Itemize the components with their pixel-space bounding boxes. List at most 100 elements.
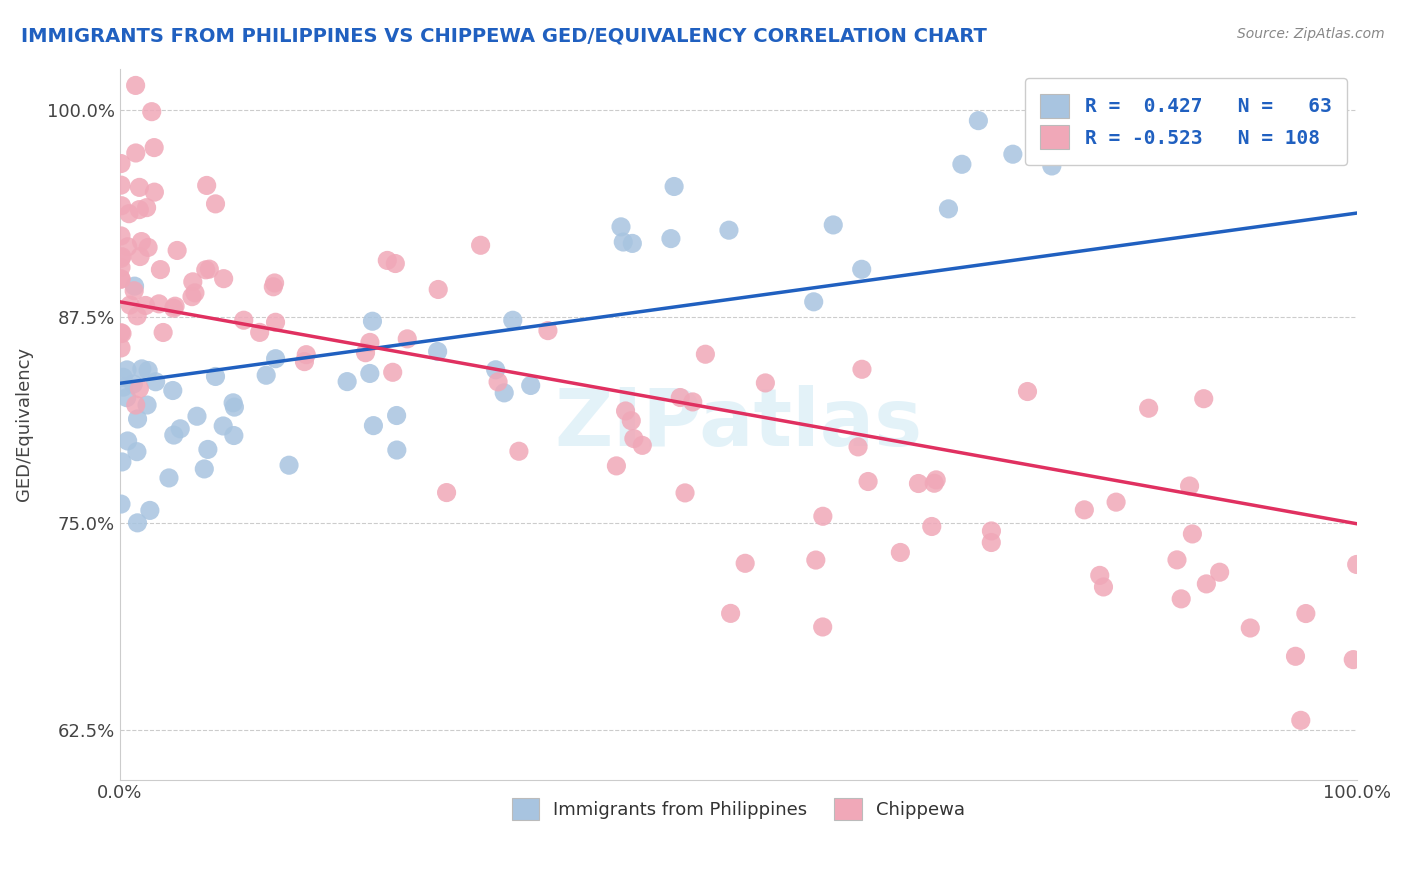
Point xyxy=(110,199,132,213)
Point xyxy=(135,298,157,312)
Point xyxy=(1234,103,1257,117)
Point xyxy=(110,178,132,193)
Point xyxy=(145,375,167,389)
Point xyxy=(135,201,157,215)
Point xyxy=(122,377,145,392)
Point xyxy=(128,180,150,194)
Point xyxy=(486,375,509,389)
Point xyxy=(612,235,634,249)
Point xyxy=(125,145,148,160)
Point xyxy=(163,428,186,442)
Point xyxy=(193,462,215,476)
Point xyxy=(396,332,419,346)
Point xyxy=(1166,553,1188,567)
Point xyxy=(110,228,132,243)
Point xyxy=(1040,159,1063,173)
Point xyxy=(148,297,170,311)
Point xyxy=(125,444,148,458)
Point xyxy=(141,104,163,119)
Point xyxy=(889,545,911,559)
Point xyxy=(519,378,541,392)
Point xyxy=(508,444,530,458)
Point xyxy=(1170,591,1192,606)
Point xyxy=(621,236,644,251)
Point xyxy=(115,391,138,405)
Point xyxy=(127,516,149,530)
Point xyxy=(614,404,637,418)
Point xyxy=(381,365,404,379)
Point xyxy=(181,275,204,289)
Point xyxy=(224,400,246,414)
Point xyxy=(436,485,458,500)
Point xyxy=(181,290,204,304)
Point xyxy=(198,262,221,277)
Point xyxy=(823,218,845,232)
Point xyxy=(669,391,692,405)
Point xyxy=(143,140,166,154)
Point xyxy=(720,607,742,621)
Point xyxy=(1346,558,1368,572)
Point xyxy=(336,375,359,389)
Point xyxy=(212,271,235,285)
Point xyxy=(537,324,560,338)
Point xyxy=(110,272,132,286)
Point xyxy=(938,202,960,216)
Point xyxy=(1195,577,1218,591)
Point xyxy=(222,396,245,410)
Point xyxy=(359,367,381,381)
Point xyxy=(136,398,159,412)
Point xyxy=(605,458,627,473)
Point xyxy=(131,235,153,249)
Y-axis label: GED/Equivalency: GED/Equivalency xyxy=(15,347,32,501)
Point xyxy=(110,260,132,275)
Point xyxy=(204,197,226,211)
Point xyxy=(695,347,717,361)
Point xyxy=(110,341,132,355)
Point xyxy=(361,314,384,328)
Point xyxy=(803,294,825,309)
Point xyxy=(922,476,945,491)
Point xyxy=(131,362,153,376)
Point xyxy=(1192,392,1215,406)
Point xyxy=(851,362,873,376)
Point xyxy=(117,240,139,254)
Point xyxy=(186,409,208,424)
Point xyxy=(127,412,149,426)
Point xyxy=(385,409,408,423)
Point xyxy=(1181,527,1204,541)
Point xyxy=(122,284,145,298)
Point xyxy=(139,503,162,517)
Point xyxy=(294,354,316,368)
Point xyxy=(195,178,218,193)
Point xyxy=(128,382,150,396)
Point xyxy=(120,298,142,312)
Point xyxy=(659,231,682,245)
Point xyxy=(620,414,643,428)
Point xyxy=(115,363,138,377)
Point xyxy=(152,326,174,340)
Point xyxy=(111,455,134,469)
Point xyxy=(856,475,879,489)
Point xyxy=(754,376,776,390)
Point xyxy=(734,557,756,571)
Point xyxy=(359,335,381,350)
Point xyxy=(169,422,191,436)
Point xyxy=(811,509,834,524)
Point xyxy=(950,157,973,171)
Point xyxy=(610,219,633,234)
Point xyxy=(110,272,132,286)
Point xyxy=(470,238,492,252)
Point xyxy=(184,285,207,300)
Point xyxy=(249,326,271,340)
Point xyxy=(426,344,449,359)
Point xyxy=(1289,714,1312,728)
Text: Source: ZipAtlas.com: Source: ZipAtlas.com xyxy=(1237,27,1385,41)
Point xyxy=(262,279,284,293)
Point xyxy=(124,78,146,93)
Point xyxy=(1239,621,1261,635)
Point xyxy=(162,384,184,398)
Point xyxy=(166,244,188,258)
Point xyxy=(124,279,146,293)
Point xyxy=(662,179,685,194)
Point xyxy=(502,313,524,327)
